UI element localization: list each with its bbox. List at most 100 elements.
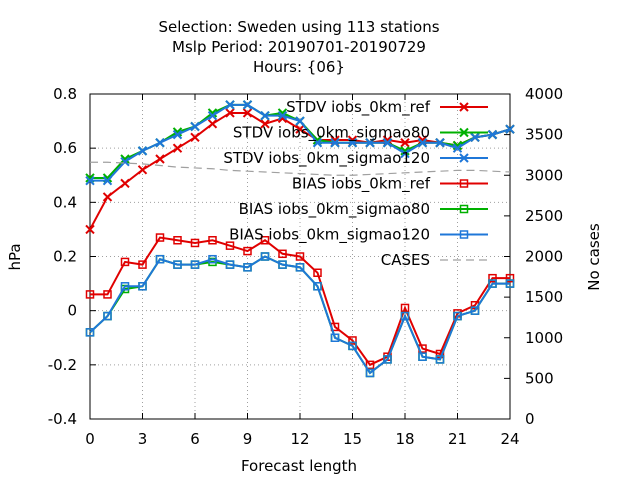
marker-stroke [459,102,469,112]
data-point [120,282,130,291]
legend: STDV iobs_0km_ref STDV iobs_0km_sigmao80 S… [223,98,488,269]
y2-tick-label: 2500 [525,207,563,225]
legend-entry: STDV iobs_0km_sigmao120 [223,149,488,168]
y-tick-label: 0.2 [53,248,77,266]
data-point [242,100,253,110]
data-point [155,254,165,264]
data-point [418,352,427,361]
x-tick-label: 9 [243,430,253,448]
marker-stroke [242,108,253,118]
data-point [243,246,252,256]
y2-tick-label: 1500 [525,288,563,306]
marker-stroke [85,175,95,186]
legend-label: STDV iobs_0km_ref [286,98,431,117]
data-point [348,336,357,345]
legend-label: CASES [381,251,430,269]
marker-stroke [470,132,480,143]
series-line [90,161,511,176]
marker-stroke [102,192,113,202]
data-point [138,282,147,291]
legend-entry: BIAS iobs_0km_ref [292,175,488,194]
data-point [260,110,270,121]
data-point [120,157,130,167]
legend-label: STDV iobs_0km_sigmao80 [233,124,430,143]
data-point [85,224,95,235]
legend-entry: CASES [381,251,488,269]
marker-stroke [172,129,183,140]
legend-entry: STDV iobs_0km_ref [286,98,488,117]
data-point [207,108,218,118]
data-point [312,138,323,148]
data-point [155,154,165,164]
plot-area [85,100,515,378]
data-point [85,290,95,299]
data-point [102,175,113,186]
legend-label: BIAS iobs_0km_sigmao80 [239,200,430,219]
legend-label: BIAS iobs_0km_sigmao120 [229,226,430,245]
data-point [488,273,497,283]
x-tick-label: 0 [85,430,95,448]
data-point [383,355,392,364]
y2-tick-label: 500 [525,369,554,387]
x-axis-label: Forecast length [241,457,357,475]
data-point [260,119,270,129]
data-point [208,254,217,264]
data-point [102,192,113,202]
legend-label: STDV iobs_0km_sigmao120 [223,149,430,168]
y-tick-label: -0.4 [48,410,77,428]
data-point [487,129,498,140]
data-point [137,146,148,156]
data-point [207,110,218,121]
marker-stroke [330,138,340,148]
y2-tick-label: 0 [525,410,535,428]
marker-stroke [190,121,200,132]
data-point [190,121,200,132]
data-point [505,124,515,134]
y-tick-label: 0.6 [53,139,77,157]
legend-marker [459,153,469,163]
data-point [208,236,217,245]
marker-stroke [417,138,428,148]
data-point [400,138,410,148]
x-tick-label: 3 [138,430,148,448]
data-point [313,282,322,291]
data-point [225,100,235,110]
marker-stroke [452,143,463,153]
tick-labels: 0 3 6 9 12 15 18 21 24 -0.4 -0.2 0 0.2 0.4 0.6 0.8 0 500 1… [48,85,563,448]
marker-stroke [277,110,288,121]
legend-entry: STDV iobs_0km_sigmao80 [233,124,488,143]
legend-marker [459,102,469,112]
marker-stroke [260,119,270,129]
data-point [120,257,130,267]
marker-stroke [505,124,515,134]
x-tick-label: 6 [190,430,200,448]
data-point [435,355,445,364]
data-point [330,138,340,148]
x-tick-label: 15 [343,430,362,448]
data-point [400,311,410,321]
marker-stroke [295,124,305,134]
marker-stroke [155,138,165,148]
data-point [260,236,270,245]
data-point [225,108,235,118]
series-line [90,236,510,367]
data-point [225,241,235,250]
data-point [365,368,375,378]
data-point [452,143,463,153]
marker-stroke [85,224,95,235]
data-point [207,119,218,129]
y2-tick-label: 4000 [525,85,563,103]
data-point [120,154,130,164]
marker-stroke [347,138,358,148]
marker-stroke [207,110,218,121]
marker-stroke [137,146,148,156]
y-tick-label: -0.2 [48,356,77,374]
series-2 [85,100,515,186]
marker-stroke [225,100,235,110]
data-point [278,249,287,259]
marker-stroke [459,127,469,138]
marker-stroke [260,110,270,121]
data-point [242,108,253,118]
axes [89,93,511,420]
